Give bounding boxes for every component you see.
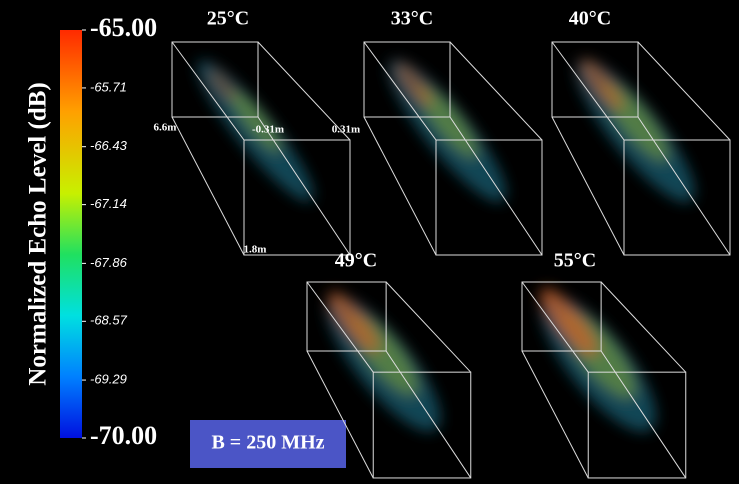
volume-mid [228, 89, 282, 153]
box-edge [600, 350, 687, 479]
panel-title: 49°C [335, 250, 377, 272]
axis-label: 1.8m [244, 244, 267, 256]
box-edge [257, 116, 351, 256]
box-near-face [623, 139, 731, 256]
box-edge [171, 116, 245, 256]
box-near-face [372, 371, 472, 479]
box-near-face [243, 139, 351, 256]
panel-title: 40°C [569, 8, 611, 30]
volume-core [580, 59, 624, 111]
colorbar-tick-label: -65.71 [90, 79, 127, 94]
box-near-face [435, 139, 543, 256]
box-edge [449, 41, 543, 141]
volume-render [576, 59, 695, 203]
box-edge [306, 281, 374, 373]
panel-title: 33°C [391, 8, 433, 30]
colorbar-tick-label: -69.29 [90, 372, 127, 387]
box-far-face [521, 281, 602, 352]
annotation-box [190, 420, 346, 468]
box-near-face [587, 371, 687, 479]
box-edge [363, 116, 437, 256]
colorbar-tick-label: -67.14 [90, 196, 127, 211]
box-edge [171, 41, 245, 141]
box-edge [600, 281, 687, 373]
box-edge [306, 350, 374, 479]
box-edge [449, 116, 543, 256]
box-edge [363, 41, 437, 141]
box-edge [637, 41, 731, 141]
volume-render [327, 291, 441, 432]
axis-label: -0.31m [252, 124, 284, 136]
box-far-face [551, 41, 639, 118]
axis-label: 0.31m [332, 124, 360, 136]
colorbar-tick-label: -70.00 [90, 421, 157, 450]
colorbar-tick-label: -68.57 [90, 313, 128, 328]
box-edge [521, 281, 589, 373]
box-edge [551, 41, 625, 141]
volume-core [540, 288, 598, 357]
volume-core [395, 62, 433, 108]
box-far-face [306, 281, 387, 352]
colorbar-tick-label: -67.86 [90, 255, 128, 270]
colorbar-label: Normalized Echo Level (dB) [25, 82, 52, 385]
panels: 25°C 33°C 40°C 49°C 55°C 6.6m -0.31m 0.31m 1.8m [154, 8, 731, 479]
colorbar-tick-label: -66.43 [90, 138, 128, 153]
box-edge [521, 350, 589, 479]
panel-title: 25°C [207, 8, 249, 30]
colorbar [60, 30, 82, 438]
annotation: B = 250 MHz [211, 432, 324, 454]
panel-title: 55°C [554, 250, 596, 272]
box-far-face [363, 41, 451, 118]
box-edge [385, 350, 472, 479]
volume-core [208, 68, 236, 102]
box-edge [385, 281, 472, 373]
box-edge [551, 116, 625, 256]
box-edge [257, 41, 351, 141]
volume-core [328, 291, 380, 353]
volume-render [197, 60, 314, 202]
box-far-face [171, 41, 259, 118]
colorbar-tick-label: -65.00 [90, 13, 157, 42]
axis-label: 6.6m [154, 122, 177, 134]
box-edge [637, 116, 731, 256]
